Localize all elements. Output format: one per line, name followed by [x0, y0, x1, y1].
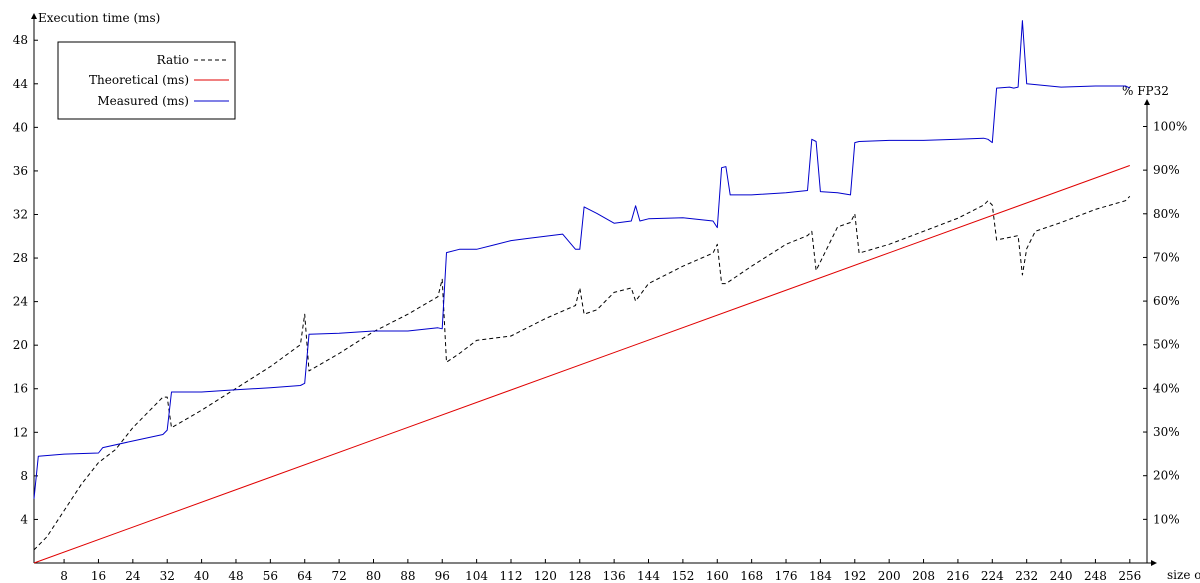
y-tick-label: 36: [13, 164, 28, 178]
y-tick-label: 28: [13, 251, 28, 265]
x-tick-label: 32: [160, 569, 175, 583]
y-axis-left-title: Execution time (ms): [38, 11, 160, 25]
y-tick-label: 4: [20, 512, 28, 526]
y-tick-label: 24: [13, 295, 29, 309]
y-tick-label: 48: [13, 33, 28, 47]
y2-tick-label: 100%: [1153, 119, 1187, 133]
y-tick-label: 40: [13, 120, 28, 134]
legend: Ratio Theoretical (ms) Measured (ms): [57, 41, 236, 120]
series-group: [33, 20, 1131, 564]
series-line-theoretical-ms: [33, 165, 1130, 564]
legend-label-theoretical: Theoretical (ms): [89, 73, 189, 87]
x-tick-label: 152: [671, 569, 694, 583]
x-tick-label: 80: [366, 569, 381, 583]
series-line-ratio: [33, 195, 1131, 551]
x-tick-label: 240: [1050, 569, 1073, 583]
x-tick-label: 256: [1118, 569, 1141, 583]
y-tick-label: 16: [13, 382, 28, 396]
x-tick-label: 104: [465, 569, 488, 583]
y-tick-label: 12: [13, 425, 28, 439]
legend-label-measured: Measured (ms): [97, 94, 189, 108]
y2-tick-label: 30%: [1153, 425, 1180, 439]
x-tick-label: 248: [1084, 569, 1107, 583]
x-tick-label: 88: [400, 569, 415, 583]
x-tick-label: 56: [263, 569, 278, 583]
y2-tick-label: 20%: [1153, 469, 1180, 483]
x-tick-label: 72: [331, 569, 346, 583]
y2-tick-label: 80%: [1153, 207, 1180, 221]
x-axis-arrow: [1151, 560, 1157, 566]
x-tick-label: 208: [912, 569, 935, 583]
x-tick-label: 16: [91, 569, 106, 583]
x-tick-label: 40: [194, 569, 209, 583]
y2-tick-label: 60%: [1153, 294, 1180, 308]
x-tick-label: 112: [500, 569, 523, 583]
y-tick-label: 32: [13, 207, 28, 221]
y-tick-label: 20: [13, 338, 28, 352]
ticks: 8 16 24 32 40 48 56 64 72 80 88 96 104 112 120 128 136 14…: [13, 33, 1188, 583]
x-tick-label: 120: [534, 569, 557, 583]
y-axis-right-arrow: [1144, 99, 1150, 105]
y-tick-label: 44: [13, 77, 29, 91]
x-tick-label: 192: [843, 569, 866, 583]
x-tick-label: 48: [228, 569, 243, 583]
y2-tick-label: 10%: [1153, 512, 1180, 526]
x-tick-label: 8: [60, 569, 68, 583]
y-axis-left-arrow: [31, 13, 37, 19]
series-line-measured-ms: [33, 20, 1131, 499]
y2-tick-label: 70%: [1153, 250, 1180, 264]
y-tick-label: 8: [20, 469, 28, 483]
x-tick-label: 144: [637, 569, 660, 583]
x-tick-label: 96: [435, 569, 450, 583]
x-tick-label: 160: [706, 569, 729, 583]
x-tick-label: 216: [946, 569, 969, 583]
x-tick-label: 24: [125, 569, 141, 583]
x-axis-title: size of m: [1167, 568, 1200, 582]
x-tick-label: 168: [740, 569, 763, 583]
axes: Execution time (ms) % FP32 size of m: [31, 11, 1200, 582]
x-tick-label: 128: [568, 569, 591, 583]
x-tick-label: 232: [1015, 569, 1038, 583]
x-tick-label: 136: [603, 569, 626, 583]
x-tick-label: 224: [981, 569, 1004, 583]
y2-tick-label: 50%: [1153, 338, 1180, 352]
x-tick-label: 184: [809, 569, 832, 583]
x-tick-label: 176: [775, 569, 798, 583]
y2-tick-label: 90%: [1153, 163, 1180, 177]
x-tick-label: 200: [878, 569, 901, 583]
y2-tick-label: 40%: [1153, 381, 1180, 395]
y-axis-right-title: % FP32: [1122, 84, 1169, 98]
legend-label-ratio: Ratio: [157, 53, 189, 67]
x-tick-label: 64: [297, 569, 313, 583]
